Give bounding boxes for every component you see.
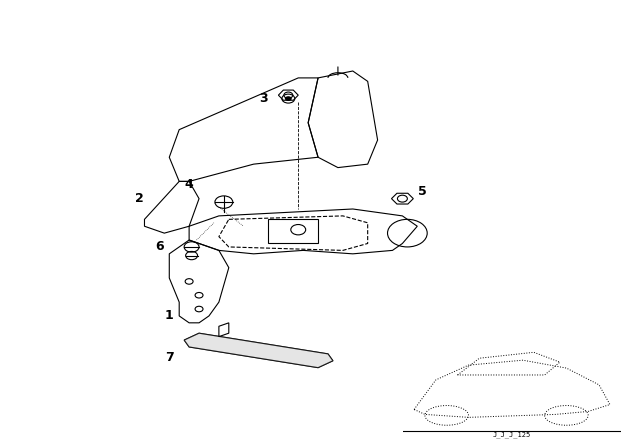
Text: 3: 3: [259, 92, 268, 105]
Bar: [269, 220, 318, 244]
Text: 2: 2: [135, 192, 144, 205]
Polygon shape: [184, 333, 333, 368]
Text: 5: 5: [418, 185, 427, 198]
Text: 6: 6: [155, 241, 164, 254]
Text: 1: 1: [165, 310, 173, 323]
Text: 4: 4: [185, 178, 193, 191]
Text: 7: 7: [165, 351, 173, 364]
Circle shape: [285, 96, 292, 101]
Text: J_J_J_125: J_J_J_125: [493, 431, 531, 438]
